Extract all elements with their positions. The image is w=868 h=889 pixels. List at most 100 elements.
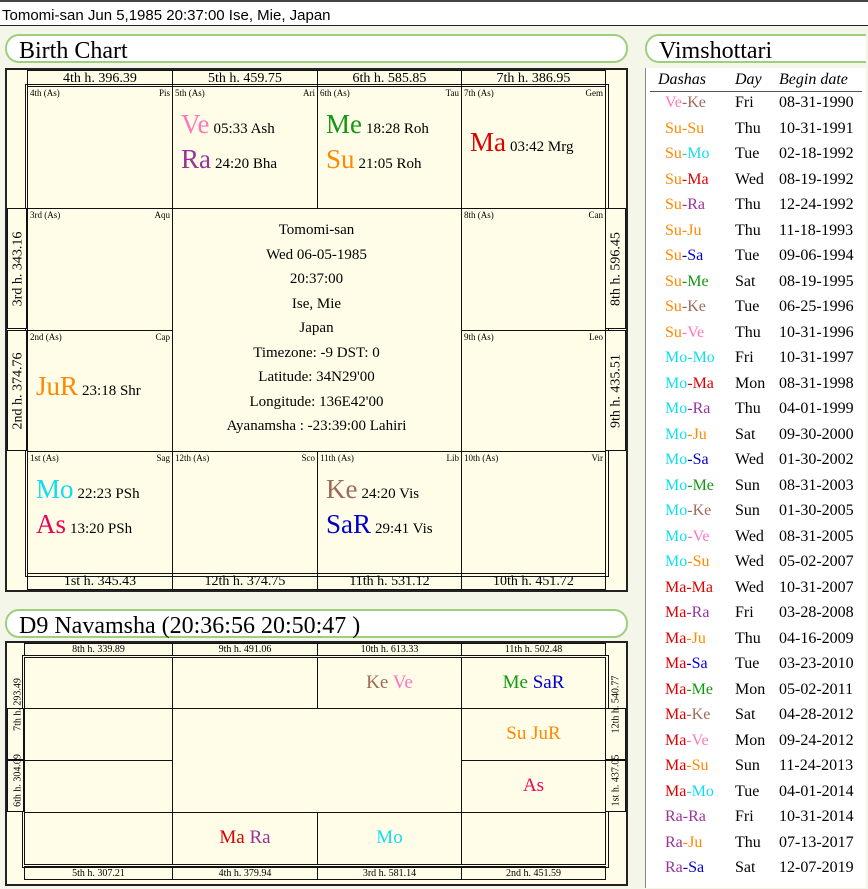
cell-sign-label: Leo bbox=[589, 332, 603, 342]
planet-name: Mo bbox=[376, 827, 403, 848]
house-label-bottom: 5th h. 307.21 bbox=[24, 866, 173, 880]
dasha-name: Ra-Sa bbox=[665, 859, 705, 876]
navamsha-cell: Me SaR bbox=[461, 657, 606, 709]
house-label-left-text: 2nd h. 374.76 bbox=[10, 352, 26, 429]
planet-degree: 24:20 Vis bbox=[361, 486, 420, 502]
dasha-begin-date: 01-30-2002 bbox=[779, 451, 854, 468]
dasha-begin-date: 10-31-2014 bbox=[779, 808, 854, 825]
dasha-begin-date: 04-01-1999 bbox=[779, 400, 854, 417]
dasha-name: Mo-Ju bbox=[665, 425, 707, 443]
cell-sign-label: Cap bbox=[155, 332, 171, 342]
dasha-name: Ma-Sa bbox=[665, 655, 708, 672]
dasha-row: Su-Sa Tue 09-06-1994 bbox=[646, 247, 867, 272]
center-line: Tomomi-san bbox=[278, 222, 355, 238]
planet-entry: Ve 05:33 Ash bbox=[181, 109, 275, 140]
house-label-bottom: 3rd h. 581.14 bbox=[317, 866, 462, 880]
planet-degree: 29:41 Vis bbox=[375, 521, 433, 537]
dasha-begin-date: 12-07-2019 bbox=[779, 859, 854, 876]
dasha-name: Su-Ma bbox=[665, 170, 709, 188]
chart-cell-c8: 8th (As) Can bbox=[461, 208, 606, 331]
navamsha-cell: As bbox=[461, 760, 606, 813]
chart-cell-c4: 4th (As) Pis bbox=[27, 86, 173, 209]
dasha-name: Ma-Mo bbox=[665, 782, 714, 800]
dasha-day: Mon bbox=[735, 374, 766, 392]
cell-sign-label: Tau bbox=[445, 88, 459, 98]
planet-name: Ve bbox=[392, 672, 413, 693]
dasha-row: Mo-Mo Fri 10-31-1997 bbox=[646, 349, 867, 374]
planet-name: Su bbox=[506, 723, 527, 744]
navamsha-cell bbox=[461, 812, 606, 865]
dasha-day: Fri bbox=[735, 604, 754, 621]
cell-sign-label: Sco bbox=[301, 453, 316, 463]
planet-name: Ve bbox=[181, 109, 210, 139]
dasha-day: Sat bbox=[735, 425, 756, 443]
dasha-row: Ma-Ra Fri 03-28-2008 bbox=[646, 604, 867, 629]
header-dashas: Dashas bbox=[658, 71, 707, 88]
dasha-row: Su-Me Sat 08-19-1995 bbox=[646, 273, 867, 298]
dasha-day: Sat bbox=[735, 859, 756, 876]
dasha-row: Ra-Ra Fri 10-31-2014 bbox=[646, 808, 867, 833]
dasha-begin-date: 08-31-2005 bbox=[779, 527, 854, 545]
house-label-left: 3rd h. 343.16 bbox=[7, 208, 27, 329]
cell-sign-label: Sag bbox=[156, 453, 171, 463]
planet-degree: 23:18 Shr bbox=[82, 383, 141, 399]
navamsha-cell bbox=[24, 760, 173, 813]
dasha-begin-date: 12-24-1992 bbox=[779, 196, 854, 213]
dasha-name: Mo-Me bbox=[665, 476, 714, 494]
navamsha-cell bbox=[24, 708, 173, 761]
dasha-day: Wed bbox=[735, 578, 764, 596]
center-line: Wed 06-05-1985 bbox=[266, 246, 367, 263]
birth-chart-title: Birth Chart bbox=[5, 34, 628, 64]
dasha-row: Mo-Me Sun 08-31-2003 bbox=[646, 477, 867, 502]
planet-name: Ma bbox=[470, 127, 506, 157]
planet-name: Su bbox=[326, 144, 355, 174]
cell-sign-label: Pis bbox=[158, 88, 170, 98]
house-label-top: 5th h. 459.75 bbox=[172, 70, 318, 87]
chart-cell-c1: 1st (As) Sag Mo 22:23 PSh As 13:20 PSh bbox=[27, 451, 173, 574]
dasha-day: Tue bbox=[735, 782, 760, 800]
dasha-day: Thu bbox=[735, 400, 761, 417]
house-label-bottom: 11th h. 531.12 bbox=[317, 573, 462, 590]
planet-name: JuR bbox=[36, 371, 79, 401]
house-label-left: 2nd h. 374.76 bbox=[7, 330, 27, 451]
house-label-left: 7th h. 293.49 bbox=[7, 678, 24, 760]
dasha-row: Mo-Ve Wed 08-31-2005 bbox=[646, 528, 867, 553]
birth-chart: 4th h. 396.39 1st h. 345.43 5th h. 459.75 1… bbox=[5, 68, 628, 592]
center-line: Ayanamsha : -23:39:00 Lahiri bbox=[226, 418, 407, 434]
navamsha-cell: Ke Ve bbox=[317, 657, 462, 709]
cell-house-label: 8th (As) bbox=[464, 210, 494, 220]
house-label-right: 1st h. 437.05 bbox=[605, 755, 626, 812]
dasha-row: Ve-Ke Fri 08-31-1990 bbox=[646, 94, 867, 119]
chart-cell-c7: 7th (As) Gem Ma 03:42 Mrg bbox=[461, 86, 606, 209]
cell-house-label: 4th (As) bbox=[30, 88, 60, 98]
dasha-name: Ma-Ke bbox=[665, 706, 711, 723]
chart-cell-c2: 2nd (As) Cap JuR 23:18 Shr bbox=[27, 330, 173, 452]
house-label-bottom: 10th h. 451.72 bbox=[461, 573, 606, 590]
planet-name: Ra bbox=[181, 144, 211, 174]
dasha-day: Thu bbox=[735, 833, 761, 851]
dasha-name: Mo-Mo bbox=[665, 349, 715, 366]
dasha-name: Ve-Ke bbox=[665, 94, 706, 111]
dasha-name: Ma-Ma bbox=[665, 578, 713, 596]
dasha-name: Su-Ju bbox=[665, 221, 702, 239]
house-label-left-text: 3rd h. 343.16 bbox=[10, 231, 26, 306]
cell-sign-label: Gem bbox=[585, 88, 604, 98]
dasha-row: Mo-Su Wed 05-02-2007 bbox=[646, 553, 867, 578]
dasha-row: Ra-Ju Thu 07-13-2017 bbox=[646, 834, 867, 859]
dasha-day: Tue bbox=[735, 145, 760, 162]
dasha-name: Ma-Su bbox=[665, 757, 709, 774]
house-label-left: 6th h. 304.09 bbox=[7, 754, 24, 812]
chart-cell-c12: 12th (As) Sco bbox=[172, 451, 318, 574]
cell-house-label: 12th (As) bbox=[175, 453, 210, 463]
center-line: Longitude: 136E42'00 bbox=[249, 393, 384, 410]
planet-degree: 21:05 Roh bbox=[358, 156, 422, 172]
navamsha-cell bbox=[24, 812, 173, 865]
dasha-begin-date: 10-31-1997 bbox=[779, 349, 854, 366]
cell-sign-label: Vir bbox=[591, 453, 603, 463]
planet-name: Mo bbox=[36, 474, 74, 504]
center-line: 20:37:00 bbox=[289, 271, 344, 287]
planet-name: Ra bbox=[249, 827, 271, 848]
dasha-begin-date: 04-28-2012 bbox=[779, 706, 854, 723]
vimshottari-title: Vimshottari bbox=[645, 34, 866, 64]
navamsha-title: D9 Navamsha (20:36:56 20:50:47 ) bbox=[5, 609, 628, 639]
